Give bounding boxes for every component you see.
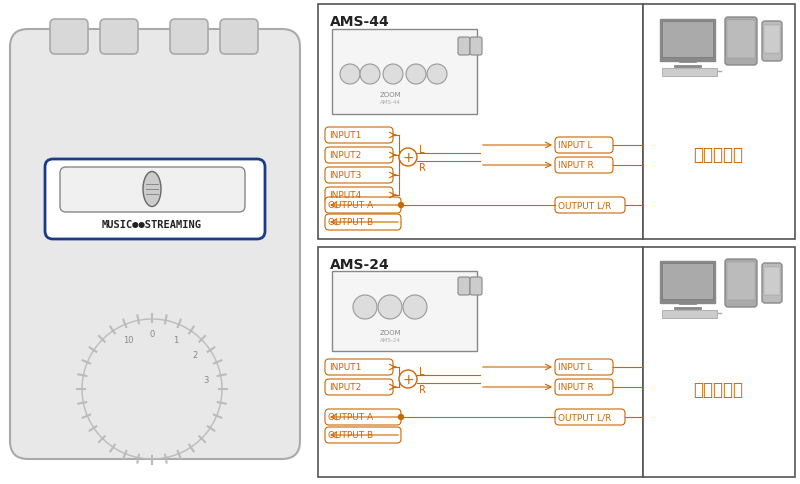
Text: +: + xyxy=(402,372,414,386)
FancyBboxPatch shape xyxy=(325,379,393,395)
FancyBboxPatch shape xyxy=(325,214,401,230)
FancyBboxPatch shape xyxy=(100,20,138,55)
Text: L: L xyxy=(419,366,425,376)
Text: 3: 3 xyxy=(203,376,209,384)
Text: 0: 0 xyxy=(150,330,154,339)
FancyBboxPatch shape xyxy=(325,128,393,144)
Bar xyxy=(662,22,713,58)
FancyBboxPatch shape xyxy=(555,197,625,213)
Text: OUTPUT B: OUTPUT B xyxy=(328,218,373,227)
Text: AMS-24: AMS-24 xyxy=(379,338,401,343)
Text: ZOOM: ZOOM xyxy=(379,329,401,335)
FancyBboxPatch shape xyxy=(60,167,245,212)
FancyBboxPatch shape xyxy=(555,359,613,375)
Text: +: + xyxy=(402,151,414,165)
Bar xyxy=(662,69,717,77)
Bar xyxy=(764,26,780,54)
Text: INPUT1: INPUT1 xyxy=(329,131,362,140)
Bar xyxy=(332,272,477,351)
FancyBboxPatch shape xyxy=(458,38,470,56)
FancyBboxPatch shape xyxy=(762,263,782,303)
FancyBboxPatch shape xyxy=(10,30,300,459)
Bar xyxy=(318,247,643,477)
Text: OUTPUT A: OUTPUT A xyxy=(328,413,373,422)
Text: OUTPUT B: OUTPUT B xyxy=(328,431,373,439)
Circle shape xyxy=(340,65,360,85)
FancyBboxPatch shape xyxy=(725,18,757,66)
Bar xyxy=(332,30,477,115)
Circle shape xyxy=(427,65,447,85)
Text: INPUT2: INPUT2 xyxy=(329,383,362,392)
FancyBboxPatch shape xyxy=(470,38,482,56)
FancyBboxPatch shape xyxy=(325,427,401,443)
Bar xyxy=(764,268,780,295)
Text: INPUT R: INPUT R xyxy=(558,383,594,392)
Text: OUTPUT A: OUTPUT A xyxy=(328,201,373,210)
FancyBboxPatch shape xyxy=(45,160,265,240)
Circle shape xyxy=(360,65,380,85)
Bar xyxy=(643,247,795,477)
FancyBboxPatch shape xyxy=(725,259,757,307)
Text: 2: 2 xyxy=(193,350,198,360)
FancyBboxPatch shape xyxy=(220,20,258,55)
Circle shape xyxy=(399,149,417,166)
Ellipse shape xyxy=(143,172,161,207)
Text: 配信ソフト: 配信ソフト xyxy=(693,380,743,398)
Text: INPUT L: INPUT L xyxy=(558,363,593,372)
Circle shape xyxy=(403,295,427,319)
Bar xyxy=(318,5,643,240)
FancyBboxPatch shape xyxy=(470,277,482,295)
Text: 10: 10 xyxy=(123,335,134,344)
Text: AMS-44: AMS-44 xyxy=(379,100,401,106)
FancyBboxPatch shape xyxy=(458,277,470,295)
Text: L: L xyxy=(419,145,425,155)
FancyBboxPatch shape xyxy=(325,188,393,204)
Text: 1: 1 xyxy=(174,335,178,344)
Text: OUTPUT L/R: OUTPUT L/R xyxy=(558,413,611,422)
FancyBboxPatch shape xyxy=(325,409,401,425)
Text: OUTPUT L/R: OUTPUT L/R xyxy=(558,201,611,210)
Circle shape xyxy=(353,295,377,319)
Text: AMS-44: AMS-44 xyxy=(330,15,390,29)
Bar xyxy=(660,261,715,303)
Bar xyxy=(727,262,755,301)
FancyBboxPatch shape xyxy=(50,20,88,55)
Text: INPUT L: INPUT L xyxy=(558,141,593,150)
Text: R: R xyxy=(419,384,426,394)
FancyBboxPatch shape xyxy=(555,158,613,174)
Text: R: R xyxy=(419,163,426,173)
FancyBboxPatch shape xyxy=(762,22,782,62)
Circle shape xyxy=(398,203,403,208)
Text: MUSIC●●STREAMING: MUSIC●●STREAMING xyxy=(102,220,202,229)
Text: ZOOM: ZOOM xyxy=(379,92,401,98)
FancyBboxPatch shape xyxy=(325,197,401,213)
FancyBboxPatch shape xyxy=(325,148,393,164)
FancyBboxPatch shape xyxy=(325,359,393,375)
Text: INPUT4: INPUT4 xyxy=(329,191,362,200)
Text: INPUT1: INPUT1 xyxy=(329,363,362,372)
Bar xyxy=(660,20,715,62)
Bar xyxy=(662,310,717,318)
Circle shape xyxy=(398,415,403,420)
Circle shape xyxy=(378,295,402,319)
FancyBboxPatch shape xyxy=(170,20,208,55)
Text: INPUT3: INPUT3 xyxy=(329,171,362,180)
FancyBboxPatch shape xyxy=(325,167,393,183)
Bar xyxy=(643,5,795,240)
Bar xyxy=(727,21,755,59)
Text: INPUT R: INPUT R xyxy=(558,161,594,170)
FancyBboxPatch shape xyxy=(555,138,613,154)
Bar xyxy=(662,263,713,300)
Text: INPUT2: INPUT2 xyxy=(329,151,362,160)
Circle shape xyxy=(383,65,403,85)
Circle shape xyxy=(406,65,426,85)
Circle shape xyxy=(399,370,417,388)
Text: AMS-24: AMS-24 xyxy=(330,257,390,272)
Text: 配信ソフト: 配信ソフト xyxy=(693,146,743,164)
FancyBboxPatch shape xyxy=(555,409,625,425)
FancyBboxPatch shape xyxy=(555,379,613,395)
